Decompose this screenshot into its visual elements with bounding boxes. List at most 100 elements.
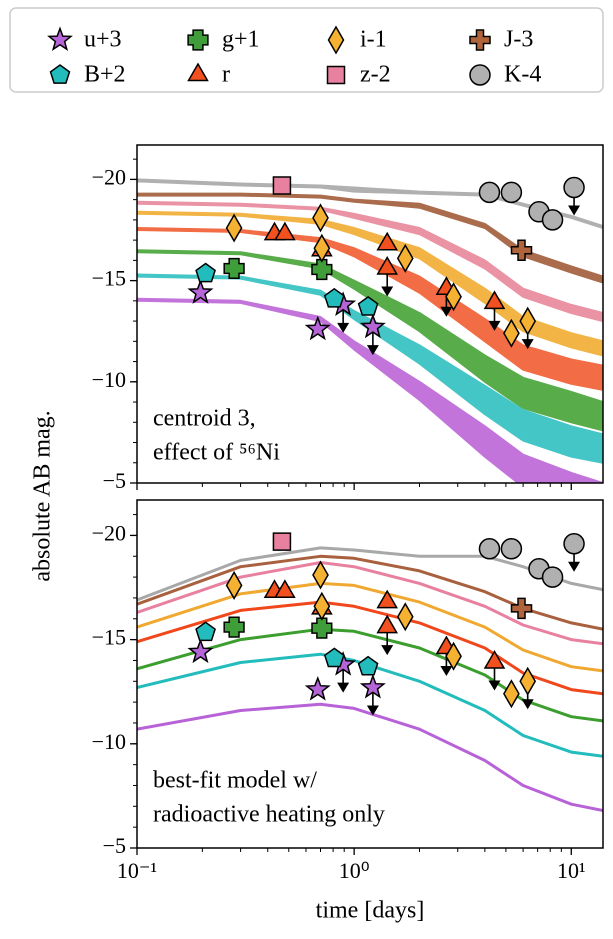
data-point [187, 638, 214, 664]
limit-arrow-head [337, 322, 350, 333]
data-point [357, 655, 379, 676]
data-point [396, 243, 414, 273]
x-axis-label: time [days] [316, 898, 425, 924]
data-point [187, 279, 214, 304]
legend-label: i-1 [360, 27, 387, 53]
data-point [541, 209, 564, 231]
legend-marker [187, 62, 209, 82]
legend-label: r [222, 62, 230, 88]
legend-marker [326, 65, 346, 85]
legend-label: u+3 [84, 27, 122, 53]
data-point [503, 679, 520, 709]
limit-arrow-head [337, 682, 350, 693]
model-line [137, 561, 603, 646]
legend-label: z-2 [360, 62, 391, 88]
data-point [195, 262, 216, 283]
limit-arrow-head [381, 286, 394, 297]
data-point [359, 673, 386, 699]
model-line [137, 600, 603, 696]
legend-marker [469, 29, 491, 51]
x-tick-label: 10¹ [557, 858, 586, 883]
legend-marker [327, 25, 345, 55]
model-line [137, 581, 603, 673]
data-point [274, 221, 296, 241]
data-point [478, 538, 501, 560]
data-point [563, 533, 585, 555]
limit-arrow-head [521, 699, 534, 710]
data-point [274, 579, 296, 598]
legend-label: J-3 [504, 27, 533, 53]
annotation: centroid 3, [153, 406, 256, 432]
data-point [311, 617, 333, 639]
limit-arrow-head [366, 345, 379, 356]
model-line [137, 554, 603, 631]
limit-arrow-head [488, 320, 501, 331]
y-tick-label: −5 [103, 468, 126, 493]
data-point [376, 589, 398, 609]
y-tick-label: −5 [103, 833, 126, 858]
data-point [312, 203, 329, 233]
y-tick-label: −15 [92, 625, 126, 650]
data-point [510, 597, 533, 620]
data-point [304, 315, 331, 341]
model-band [137, 192, 603, 284]
legend-marker [47, 26, 73, 52]
data-point [500, 538, 523, 560]
legend-marker [187, 29, 209, 51]
x-tick-label: 10⁻¹ [117, 858, 157, 883]
annotation: effect of ⁵⁶Ni [153, 440, 280, 466]
data-point [225, 213, 243, 243]
data-point [323, 287, 345, 308]
data-point [445, 641, 462, 671]
data-point [376, 255, 398, 275]
model-band [137, 297, 603, 483]
data-point [225, 570, 243, 600]
data-point [272, 176, 292, 195]
model-line [137, 702, 603, 812]
data-point [311, 258, 333, 281]
limit-arrow-head [366, 705, 379, 716]
limit-arrow-head [521, 339, 534, 350]
data-point [510, 239, 533, 261]
legend-label: B+2 [84, 62, 126, 88]
y-tick-label: −10 [92, 367, 126, 392]
data-point [376, 614, 398, 634]
model-line [137, 627, 603, 723]
data-point [223, 257, 245, 280]
data-point [312, 560, 329, 590]
limit-arrow-head [568, 561, 581, 572]
data-point [304, 675, 331, 701]
model-band [137, 273, 603, 464]
data-point [396, 602, 414, 632]
y-tick-label: −20 [92, 520, 126, 545]
legend-label: g+1 [222, 27, 260, 53]
model-band [137, 178, 603, 229]
data-point [272, 532, 292, 551]
data-point [483, 290, 506, 310]
data-point [359, 313, 386, 339]
data-point [500, 181, 523, 204]
limit-arrow-head [568, 205, 581, 216]
y-tick-label: −10 [92, 729, 126, 754]
legend-box [9, 7, 604, 93]
legend-marker [49, 64, 71, 84]
data-point [195, 621, 216, 642]
plot-area [137, 500, 603, 848]
plot-area [137, 145, 603, 483]
data-point [563, 176, 585, 199]
x-tick-label: 10⁰ [339, 858, 370, 883]
data-point [519, 306, 537, 336]
data-point [357, 295, 379, 316]
data-point [519, 666, 537, 696]
limit-arrow-head [381, 645, 394, 656]
axes-frame [136, 499, 604, 849]
data-point [323, 647, 345, 668]
data-point [445, 282, 462, 312]
data-point [478, 181, 501, 204]
model-line [137, 652, 603, 758]
data-point [483, 649, 506, 669]
data-point [503, 318, 520, 348]
limit-arrow-head [440, 665, 453, 676]
limit-arrow-head [440, 306, 453, 317]
